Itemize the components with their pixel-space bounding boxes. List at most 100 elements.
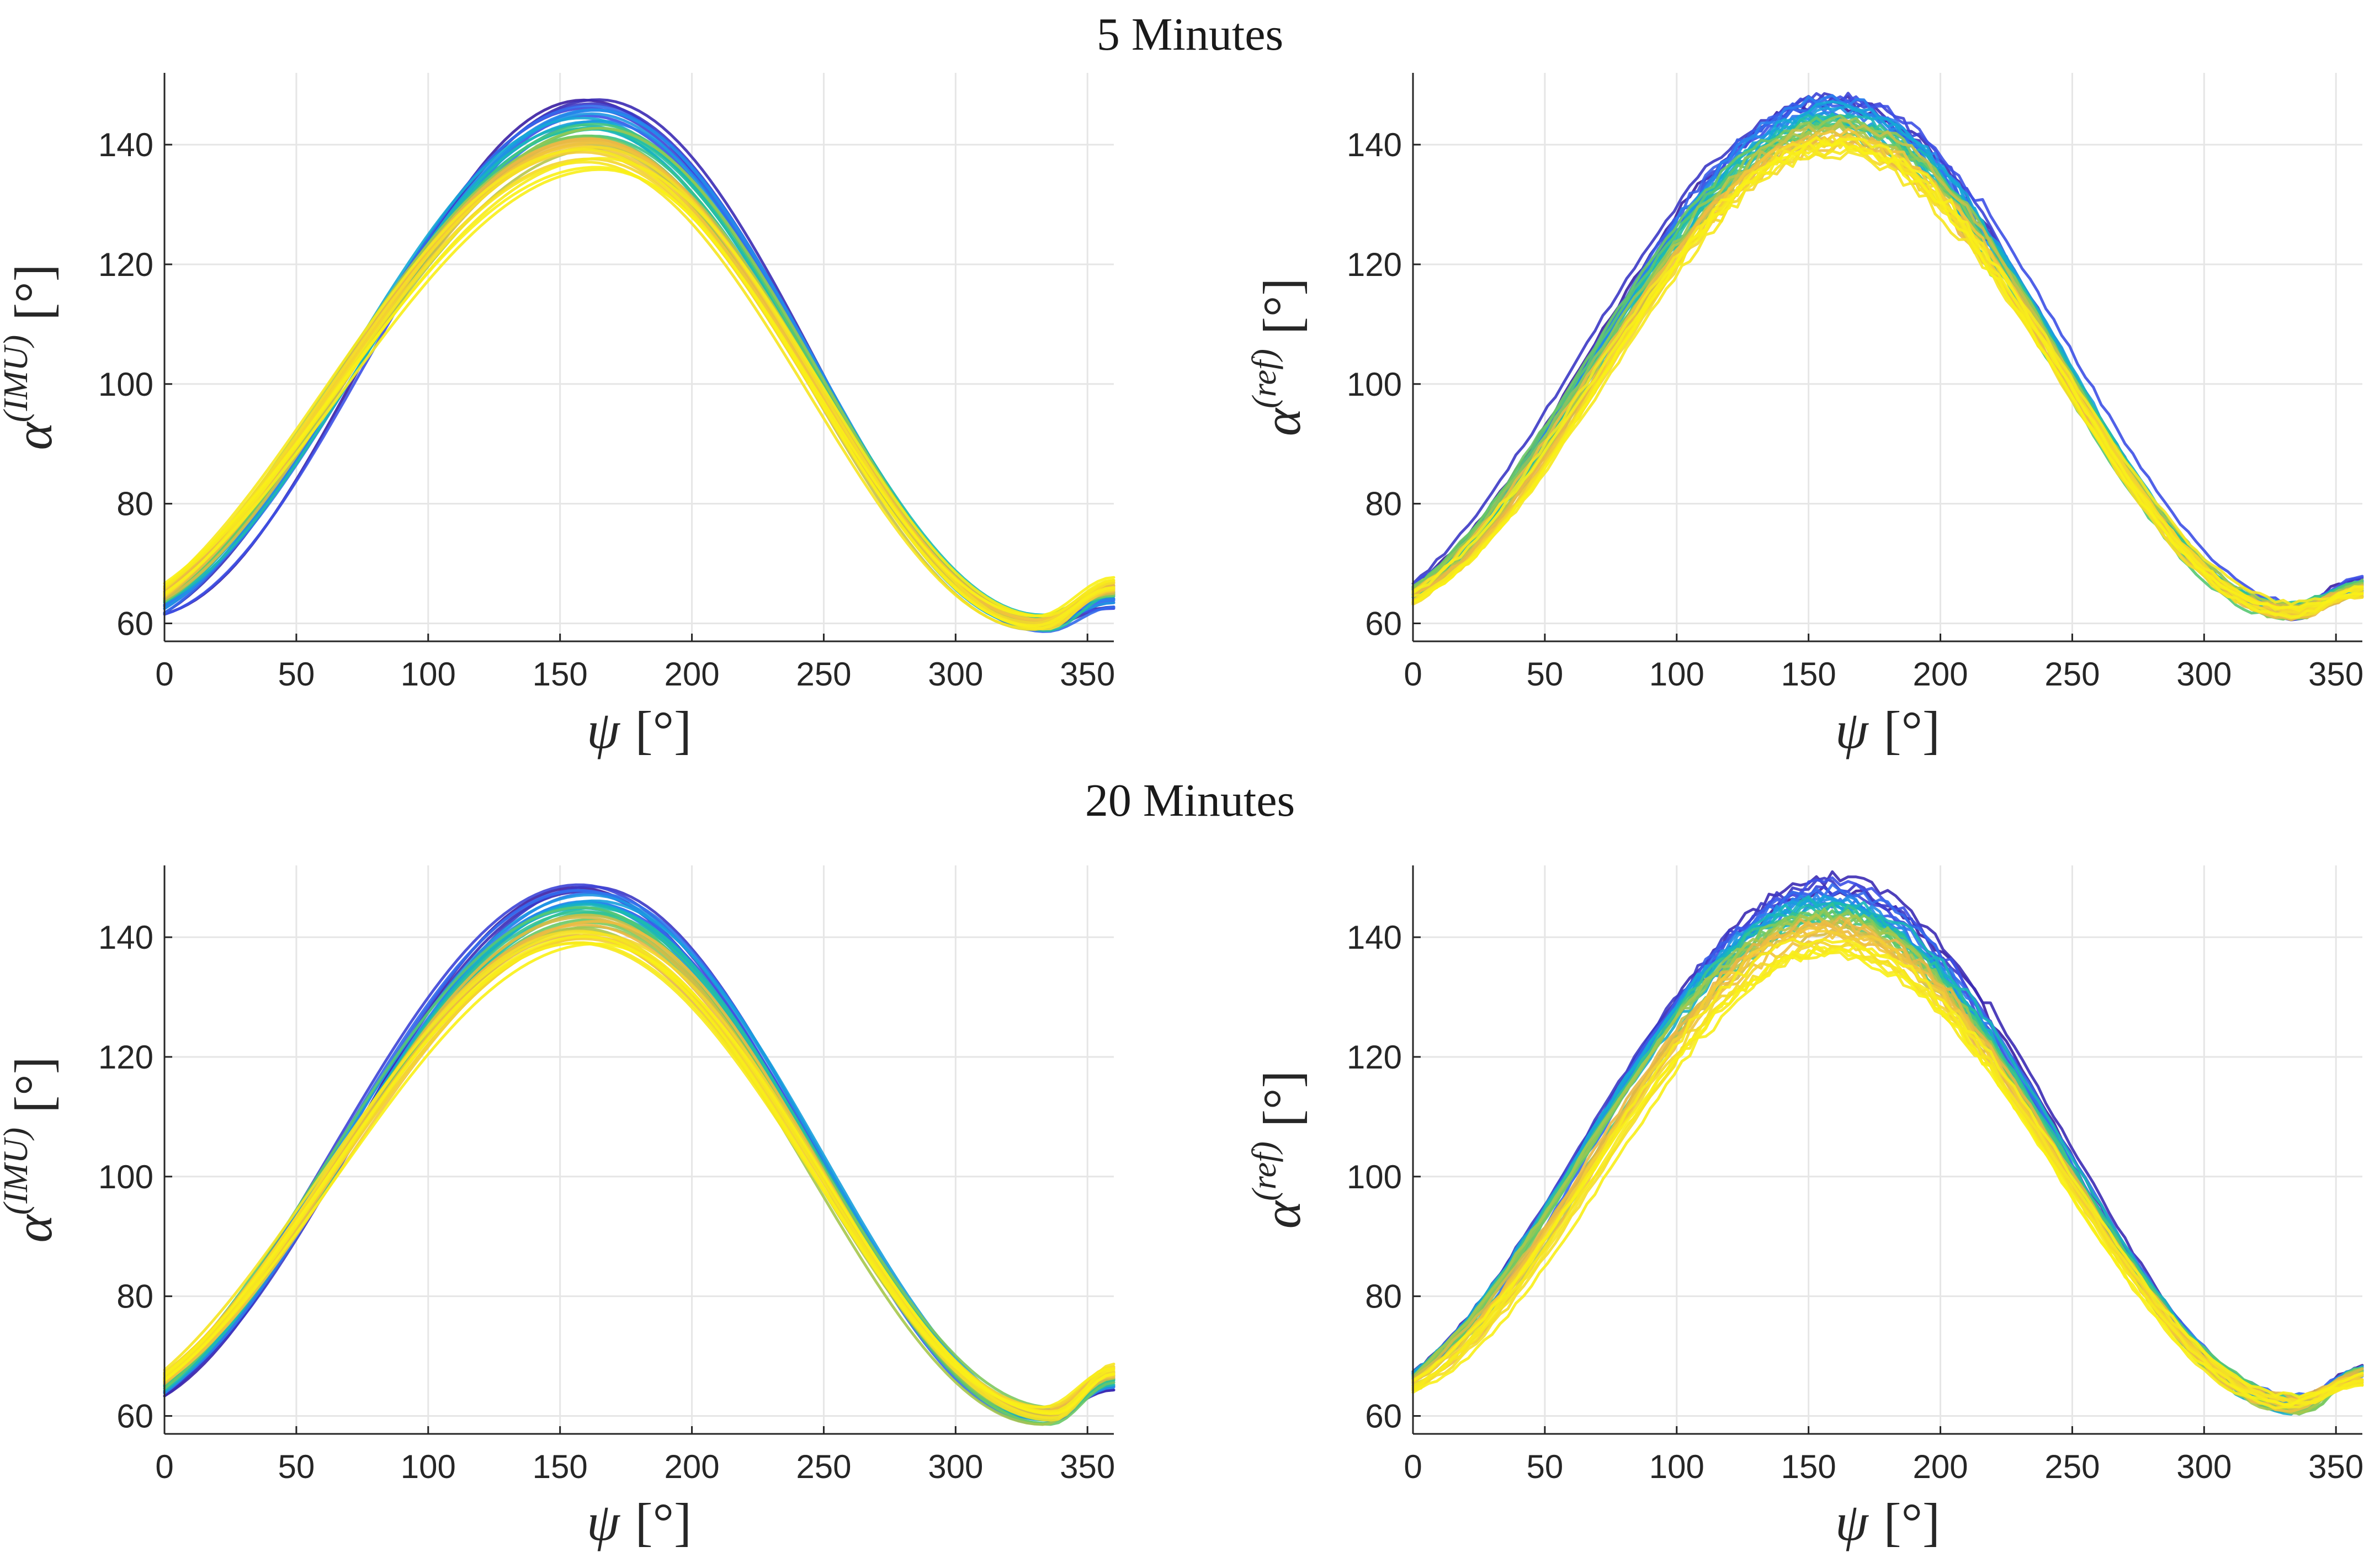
series-line (1411, 113, 2364, 605)
series-line (163, 166, 1115, 618)
series-line (163, 147, 1115, 627)
series-line (1411, 923, 2364, 1407)
series-line (1411, 133, 2364, 611)
series-line (163, 918, 1115, 1426)
series-line (1411, 944, 2364, 1405)
x-tick-label: 50 (1527, 656, 1564, 693)
y-tick-label: 60 (116, 1397, 153, 1434)
series-line (163, 919, 1115, 1413)
y-tick-label: 140 (98, 919, 153, 956)
series-line (1411, 919, 2364, 1402)
series-line (163, 126, 1115, 618)
series-line (163, 147, 1115, 618)
series-line (163, 886, 1115, 1413)
series-line (1411, 92, 2364, 613)
series-line (163, 942, 1115, 1415)
x-tick-label: 150 (533, 1448, 588, 1485)
series-line (1411, 100, 2364, 614)
y-tick-label: 140 (1347, 126, 1402, 163)
x-tick-label: 300 (928, 656, 983, 693)
series-line (163, 145, 1115, 621)
y-tick-label: 120 (1347, 1039, 1402, 1076)
series-line (1411, 944, 2364, 1399)
series-line (1411, 943, 2364, 1403)
y-tick-label: 80 (1365, 1278, 1402, 1315)
series-line (1411, 929, 2364, 1403)
series-line (1411, 127, 2364, 614)
series-line (1411, 917, 2364, 1405)
series-line (163, 140, 1115, 625)
x-tick-label: 100 (1649, 656, 1704, 693)
series-line (1411, 883, 2364, 1397)
series-line (163, 891, 1115, 1416)
y-tick-label: 60 (116, 605, 153, 642)
x-axis-label: ψ [°] (587, 700, 692, 759)
x-axis-label: ψ [°] (1835, 700, 1940, 759)
series-line (163, 116, 1115, 621)
y-tick-label: 140 (1347, 919, 1402, 956)
series-line (163, 126, 1115, 632)
series-line (1411, 937, 2364, 1410)
series-line (163, 142, 1115, 631)
y-tick-label: 100 (98, 366, 153, 403)
series-line (1411, 119, 2364, 607)
x-tick-label: 300 (2176, 1448, 2232, 1485)
series-line (1411, 123, 2364, 620)
series-line (163, 928, 1115, 1417)
series-line (163, 148, 1115, 630)
series-line (163, 906, 1115, 1421)
series-line (163, 127, 1115, 628)
series-line (163, 883, 1115, 1422)
x-tick-label: 200 (665, 656, 720, 693)
series-line (1411, 137, 2364, 619)
series-line (163, 901, 1115, 1422)
series-line (1411, 947, 2364, 1407)
y-axis-label: α(ref)[°] (1246, 1071, 1311, 1229)
series-line (1411, 147, 2364, 606)
series-line (163, 124, 1115, 619)
series-line (163, 889, 1115, 1419)
series-line (163, 931, 1115, 1420)
series-line (163, 889, 1115, 1426)
x-tick-label: 350 (2308, 656, 2363, 693)
series-line (163, 141, 1115, 621)
x-tick-label: 150 (1781, 1448, 1836, 1485)
series-line (163, 112, 1115, 629)
series-line (1411, 137, 2364, 621)
series-line (163, 910, 1115, 1417)
curve-group (1411, 870, 2364, 1416)
y-axis-label: α(IMU)[°] (0, 264, 63, 450)
curve-group (163, 98, 1115, 633)
series-line (1411, 909, 2364, 1416)
series-line (163, 120, 1115, 625)
series-line (163, 900, 1115, 1410)
series-line (163, 123, 1115, 623)
series-line (1411, 118, 2364, 618)
x-tick-label: 350 (1060, 1448, 1115, 1485)
series-line (1411, 105, 2364, 615)
series-line (1411, 951, 2364, 1406)
series-line (1411, 925, 2364, 1408)
series-line (1411, 908, 2364, 1414)
series-line (1411, 94, 2364, 610)
series-line (163, 109, 1115, 620)
x-axis-label: ψ [°] (1835, 1492, 1940, 1551)
x-tick-label: 0 (155, 1448, 173, 1485)
series-line (163, 134, 1115, 622)
x-tick-label: 250 (796, 656, 851, 693)
series-line (163, 107, 1115, 626)
series-line (1411, 134, 2364, 618)
series-line (1411, 889, 2364, 1403)
x-tick-label: 100 (401, 1448, 456, 1485)
series-line (163, 890, 1115, 1420)
x-tick-label: 350 (1060, 656, 1115, 693)
y-axis-label: α(IMU)[°] (0, 1056, 63, 1242)
x-tick-label: 150 (1781, 656, 1836, 693)
y-tick-label: 140 (98, 126, 153, 163)
x-axis-label: ψ [°] (587, 1492, 692, 1551)
x-tick-label: 300 (2176, 656, 2232, 693)
series-line (1411, 139, 2364, 618)
series-line (1411, 901, 2364, 1410)
curve-group (1411, 92, 2364, 621)
series-line (1411, 134, 2364, 614)
